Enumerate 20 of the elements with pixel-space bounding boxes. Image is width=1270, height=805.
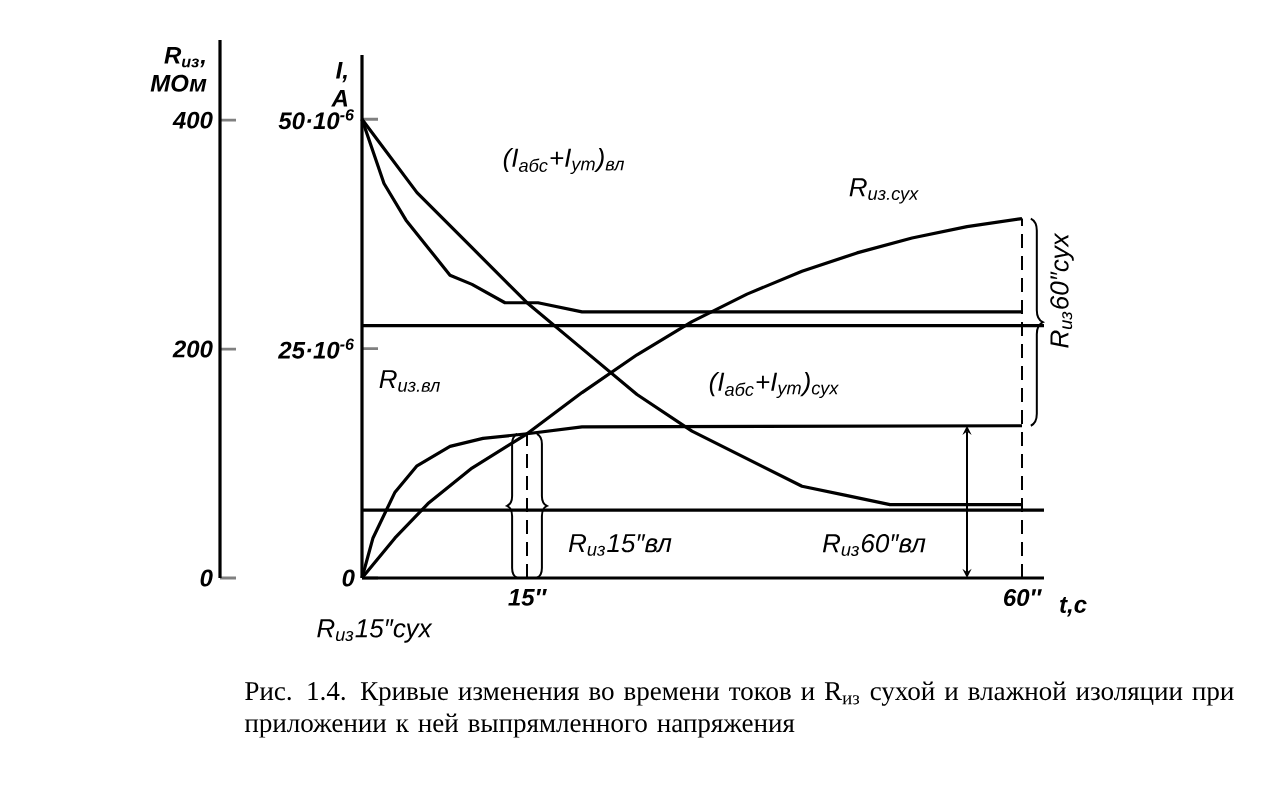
text: R$_{из}$60″сух [1050, 232, 1074, 348]
y2-tick-label: 25·10$^{-6}$ [277, 338, 355, 359]
y-tick-label: 0 [200, 569, 213, 587]
y2-tick-label: 0 [342, 569, 355, 587]
x-tick-label: 60″ [1003, 589, 1042, 607]
x-tick-label: 15″ [508, 589, 547, 606]
y-tick-label: 400 [172, 111, 213, 129]
annotation: R$_{из}$15″вл [568, 534, 672, 556]
annotation: R$_{из.сух}$ [849, 178, 919, 204]
x-axis-title: t,c [1060, 597, 1087, 617]
text: R$_{из}$15″сух [317, 619, 433, 643]
y2-axis-title: I, A [331, 62, 348, 107]
annotation: (I$_{абс}$+I$_{ут}$)$_{вл}$ [503, 147, 625, 175]
annotation: R$_{из}$60″вл [822, 534, 926, 556]
y2-tick-label: 50·10$^{-6}$ [278, 109, 355, 130]
annotation: R$_{из.вл}$ [379, 370, 440, 392]
y-tick-label: 200 [172, 340, 213, 358]
annotation: (I$_{абс}$+I$_{ут}$)$_{сух}$ [709, 371, 839, 399]
text: Рис. 1.4. Кривые изменения во времени токов и R$_{из}$ сухой и влажной изоляции при приложении к ней выпрямленного напряжения [244, 681, 1234, 738]
y-axis-title: R$_{из}$, МОм [150, 47, 207, 92]
